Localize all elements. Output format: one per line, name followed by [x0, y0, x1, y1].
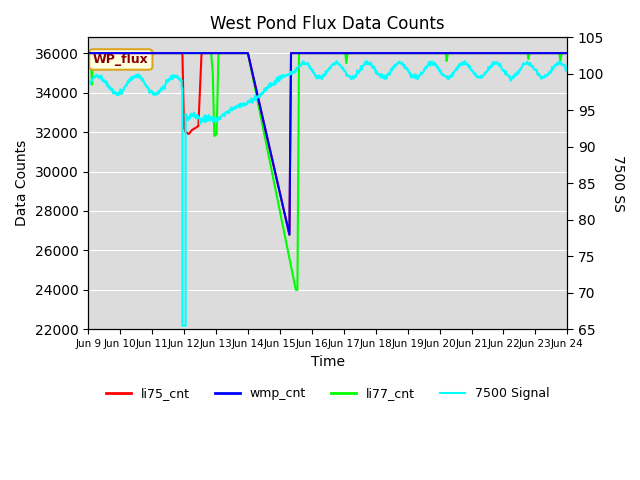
X-axis label: Time: Time	[311, 355, 345, 369]
Legend: li75_cnt, wmp_cnt, li77_cnt, 7500 Signal: li75_cnt, wmp_cnt, li77_cnt, 7500 Signal	[101, 382, 555, 405]
Title: West Pond Flux Data Counts: West Pond Flux Data Counts	[211, 15, 445, 33]
Y-axis label: Data Counts: Data Counts	[15, 140, 29, 227]
Text: WP_flux: WP_flux	[93, 53, 148, 66]
Y-axis label: 7500 SS: 7500 SS	[611, 155, 625, 212]
